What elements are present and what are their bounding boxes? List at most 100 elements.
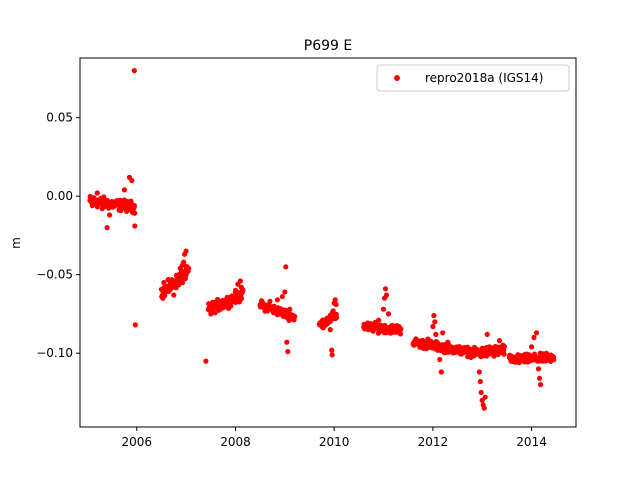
data-point bbox=[319, 323, 325, 330]
data-point bbox=[166, 287, 172, 293]
data-point bbox=[482, 394, 488, 400]
y-tick-label: 0.05 bbox=[46, 111, 73, 125]
data-point bbox=[184, 264, 190, 270]
data-point bbox=[539, 356, 546, 363]
x-tick-label: 2008 bbox=[220, 435, 251, 449]
data-point bbox=[548, 353, 554, 359]
data-point bbox=[107, 212, 113, 218]
x-tick-label: 2006 bbox=[121, 435, 152, 449]
data-point bbox=[176, 282, 182, 288]
data-point bbox=[99, 206, 105, 212]
data-point bbox=[132, 223, 138, 229]
data-point bbox=[324, 319, 330, 325]
data-point bbox=[104, 225, 110, 231]
data-point bbox=[327, 327, 333, 333]
data-point bbox=[203, 358, 209, 364]
data-point bbox=[176, 272, 182, 278]
data-point bbox=[228, 303, 234, 309]
data-point bbox=[531, 334, 537, 341]
y-tick-label: 0.00 bbox=[46, 189, 73, 203]
data-point bbox=[183, 248, 189, 254]
data-point bbox=[516, 360, 522, 366]
data-point bbox=[132, 322, 138, 328]
data-point bbox=[420, 342, 426, 348]
chart-title: P699 E bbox=[304, 38, 352, 54]
data-point bbox=[533, 330, 540, 336]
x-tick-label: 2010 bbox=[319, 435, 350, 449]
data-point bbox=[329, 352, 335, 358]
data-point bbox=[289, 316, 295, 322]
data-point bbox=[437, 356, 443, 363]
data-point bbox=[481, 405, 487, 411]
data-point bbox=[440, 330, 446, 336]
legend: repro2018a (IGS14) bbox=[376, 64, 570, 92]
data-point bbox=[385, 311, 392, 317]
data-point bbox=[116, 207, 123, 213]
data-point bbox=[478, 389, 484, 396]
data-point bbox=[171, 292, 177, 298]
data-point bbox=[492, 352, 498, 358]
data-point bbox=[285, 349, 291, 355]
data-point bbox=[173, 278, 179, 284]
data-point bbox=[333, 301, 339, 308]
data-point bbox=[267, 298, 273, 304]
data-point bbox=[537, 382, 544, 388]
data-point bbox=[238, 296, 244, 302]
data-point bbox=[484, 331, 490, 337]
data-point bbox=[332, 297, 338, 303]
data-point bbox=[496, 338, 503, 344]
data-point bbox=[469, 352, 475, 358]
data-point bbox=[130, 209, 136, 215]
data-point bbox=[459, 349, 466, 355]
data-point bbox=[380, 306, 387, 312]
plot-area bbox=[87, 68, 557, 411]
data-point bbox=[536, 375, 543, 381]
data-point bbox=[237, 278, 243, 284]
data-point bbox=[181, 259, 187, 265]
data-point bbox=[121, 187, 127, 193]
data-point bbox=[131, 203, 137, 209]
data-point bbox=[131, 68, 137, 74]
y-axis-label: m bbox=[9, 237, 23, 249]
data-point bbox=[532, 351, 538, 357]
data-point bbox=[334, 314, 340, 321]
data-point bbox=[477, 378, 483, 385]
data-point bbox=[238, 284, 244, 290]
data-point bbox=[501, 344, 507, 350]
data-point bbox=[260, 300, 266, 306]
data-point bbox=[161, 279, 167, 286]
legend-box bbox=[376, 64, 570, 92]
data-point bbox=[430, 323, 436, 330]
data-point bbox=[521, 356, 527, 363]
data-point bbox=[526, 352, 532, 358]
data-point bbox=[438, 369, 444, 375]
y-tick-label: −0.10 bbox=[36, 346, 73, 360]
data-point bbox=[218, 306, 224, 312]
data-point bbox=[390, 323, 396, 330]
data-point bbox=[445, 339, 451, 345]
data-point bbox=[274, 297, 280, 303]
data-point bbox=[432, 319, 438, 325]
legend-label: repro2018a (IGS14) bbox=[425, 71, 543, 85]
axis-ticks: 2006 2008 2010 2012 2014 −0.10 −0.05 0.00 0.05 bbox=[36, 111, 547, 449]
data-point bbox=[227, 297, 234, 303]
data-point bbox=[543, 350, 550, 356]
data-point bbox=[509, 355, 515, 361]
axes-frame bbox=[79, 57, 577, 428]
data-point bbox=[535, 366, 542, 372]
x-tick-label: 2014 bbox=[516, 435, 547, 449]
data-point bbox=[487, 344, 493, 350]
data-point bbox=[425, 336, 431, 342]
data-point bbox=[499, 349, 505, 355]
data-point bbox=[376, 317, 382, 323]
data-point bbox=[433, 331, 439, 337]
data-point bbox=[435, 345, 441, 352]
data-point bbox=[395, 328, 401, 334]
data-point bbox=[162, 293, 168, 299]
data-point bbox=[330, 308, 336, 314]
data-point bbox=[279, 294, 285, 300]
data-point bbox=[452, 345, 458, 352]
data-point bbox=[111, 201, 118, 207]
data-point bbox=[232, 287, 239, 293]
